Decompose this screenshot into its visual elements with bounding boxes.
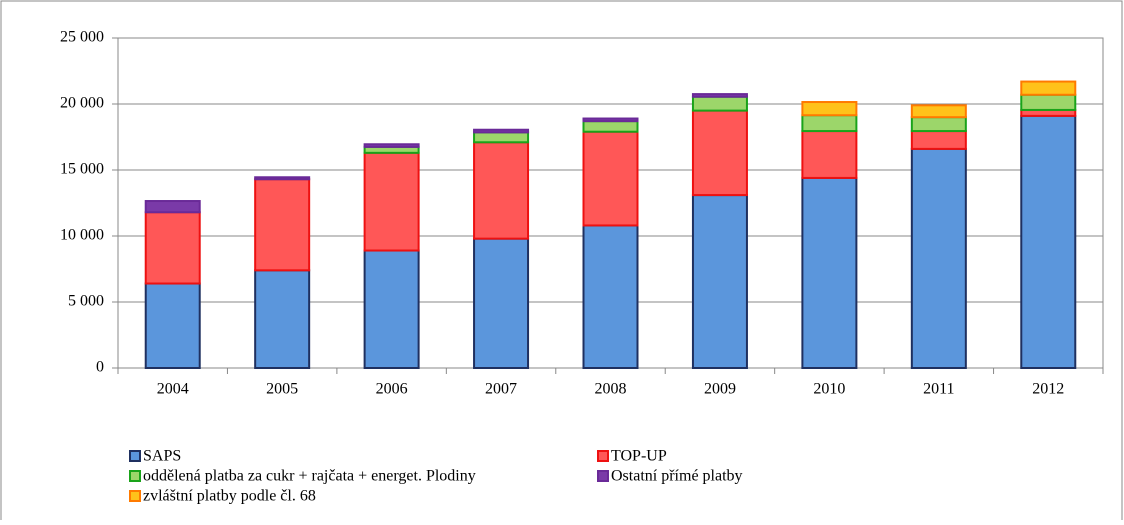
x-tick-label: 2007 (485, 381, 517, 398)
x-tick-label: 2005 (266, 381, 298, 398)
bar-segment (144, 282, 201, 369)
bar-segment (473, 128, 530, 134)
bar-segment (801, 101, 858, 117)
bar-segment (363, 249, 420, 370)
bar-segment (363, 143, 420, 148)
bar-segment (1020, 114, 1077, 369)
bar-segment (691, 95, 748, 112)
legend-swatch (129, 470, 141, 482)
bar-segment (1020, 80, 1077, 96)
bar-segment (691, 194, 748, 369)
legend-label: SAPS (143, 448, 181, 465)
bar-segment (801, 176, 858, 369)
legend-label: TOP-UP (611, 448, 667, 465)
x-tick-label: 2006 (376, 381, 408, 398)
bar-segment (582, 120, 639, 133)
bar-segment (801, 130, 858, 179)
bar-segment (910, 130, 967, 150)
y-tick-label: 0 (96, 359, 104, 376)
bar-segment (582, 117, 639, 123)
bar-segment (1020, 93, 1077, 111)
x-tick-label: 2012 (1032, 381, 1064, 398)
bar-segment (473, 237, 530, 369)
bar-segment (691, 109, 748, 197)
bar-segment (363, 151, 420, 252)
y-tick-label: 5 000 (68, 293, 104, 310)
legend-label: oddělená platba za cukr + rajčata + ener… (143, 468, 476, 485)
x-tick-label: 2008 (595, 381, 627, 398)
bar-segment (691, 93, 748, 98)
bar-segment (473, 141, 530, 240)
legend-label: Ostatní přímé platby (611, 468, 743, 485)
bar-segment (910, 147, 967, 369)
bar-segment (254, 269, 311, 370)
bar-segment (254, 178, 311, 272)
bar-segment (254, 176, 311, 181)
x-tick-label: 2011 (923, 381, 954, 398)
y-tick-label: 25 000 (60, 29, 104, 46)
y-tick-label: 10 000 (60, 227, 104, 244)
y-tick-label: 15 000 (60, 161, 104, 178)
legend-swatch (129, 450, 141, 462)
bar-segment (582, 224, 639, 369)
bar-segment (910, 104, 967, 119)
x-tick-label: 2009 (704, 381, 736, 398)
x-tick-label: 2010 (813, 381, 845, 398)
bar-segment (144, 200, 201, 214)
legend-swatch (597, 470, 609, 482)
bar-segment (473, 131, 530, 144)
bar-segment (801, 114, 858, 133)
bar-segment (910, 116, 967, 133)
x-tick-label: 2004 (157, 381, 189, 398)
legend-label: zvláštní platby podle čl. 68 (143, 488, 316, 505)
legend-swatch (129, 490, 141, 502)
y-tick-label: 20 000 (60, 95, 104, 112)
bar-segment (582, 130, 639, 227)
legend-swatch (597, 450, 609, 462)
bar-segment (144, 211, 201, 285)
